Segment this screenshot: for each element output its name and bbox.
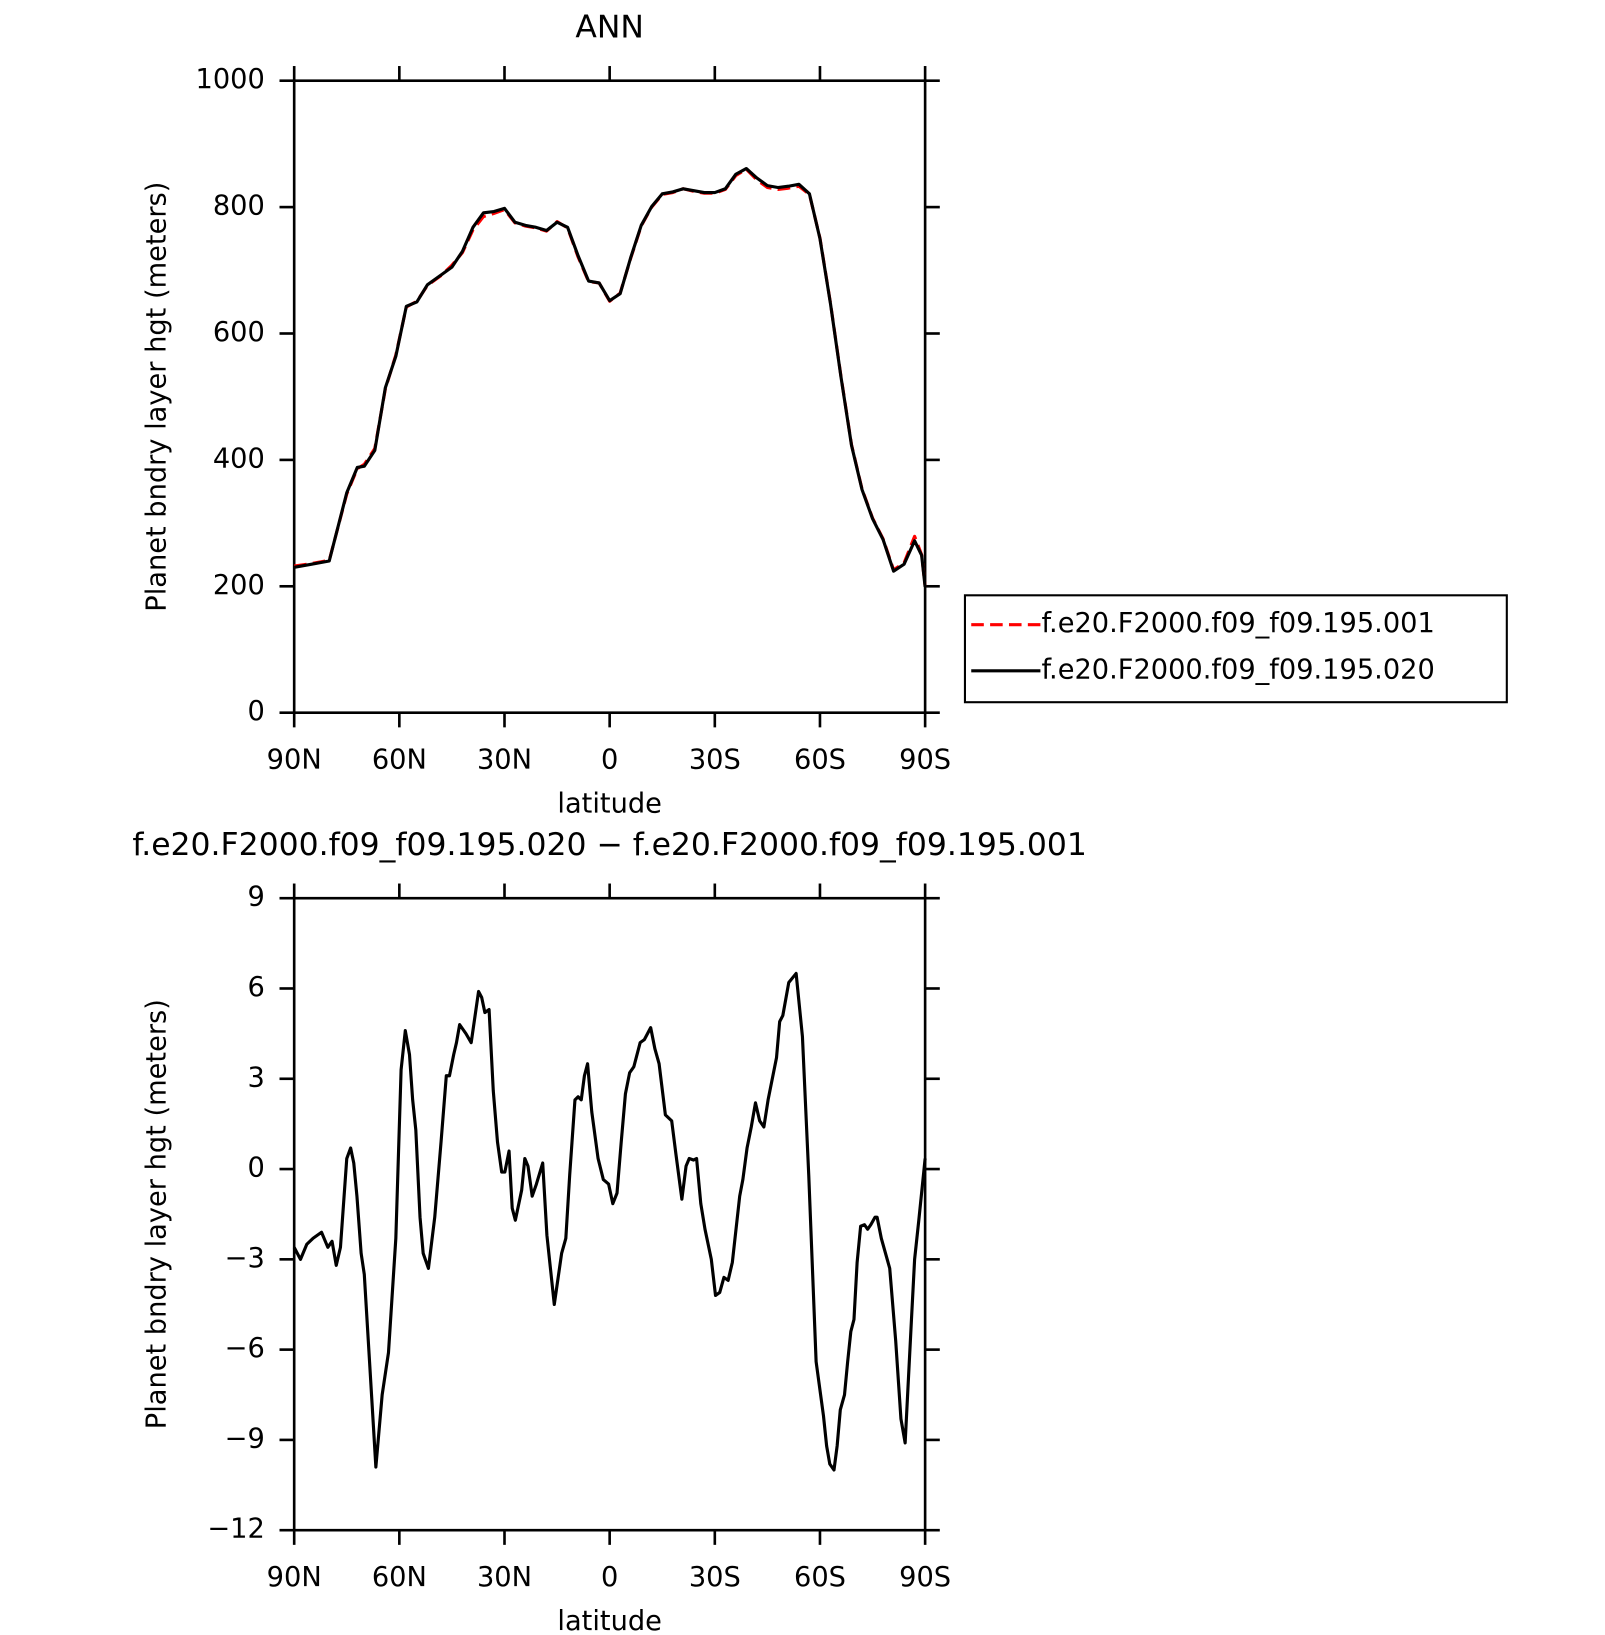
x-axis-label: latitude — [557, 788, 661, 819]
legend-label: f.e20.F2000.f09_f09.195.020 — [1041, 654, 1434, 685]
x-tick-label: 90S — [899, 1562, 951, 1593]
y-tick-label: 800 — [213, 191, 265, 222]
y-tick-label: 400 — [213, 443, 265, 474]
x-tick-label: 30N — [477, 744, 532, 775]
y-tick-label: 200 — [213, 570, 265, 601]
y-tick-label: −12 — [207, 1514, 264, 1545]
y-tick-label: 0 — [248, 1153, 265, 1184]
plot-frame — [292, 79, 927, 715]
x-tick-label: 30N — [477, 1562, 532, 1593]
y-axis-label: Planet bndry layer hgt (meters) — [141, 182, 172, 612]
y-tick-label: −9 — [225, 1423, 265, 1454]
x-tick-label: 90S — [899, 744, 951, 775]
x-tick-label: 30S — [689, 1562, 741, 1593]
y-tick-label: −6 — [225, 1333, 265, 1364]
x-axis-label: latitude — [557, 1606, 661, 1635]
x-tick-label: 0 — [601, 1562, 618, 1593]
chart-title: f.e20.F2000.f09_f09.195.020 − f.e20.F200… — [132, 827, 1086, 863]
x-tick-label: 60S — [794, 744, 846, 775]
x-tick-label: 60N — [372, 744, 427, 775]
x-tick-label: 60N — [372, 1562, 427, 1593]
x-tick-label: 90N — [267, 744, 322, 775]
y-tick-label: 9 — [248, 882, 265, 913]
y-axis-label: Planet bndry layer hgt (meters) — [141, 999, 172, 1429]
y-tick-label: 0 — [248, 696, 265, 727]
chart-title: ANN — [575, 9, 644, 45]
legend-box — [963, 594, 1508, 704]
y-tick-label: 600 — [213, 317, 265, 348]
y-tick-label: 6 — [248, 972, 265, 1003]
data-line — [293, 166, 927, 588]
plot-frame — [292, 896, 927, 1532]
y-tick-label: −3 — [225, 1243, 265, 1274]
data-line — [292, 971, 927, 1472]
y-tick-label: 1000 — [196, 64, 265, 95]
x-tick-label: 60S — [794, 1562, 846, 1593]
x-tick-label: 30S — [689, 744, 741, 775]
x-tick-label: 0 — [601, 744, 618, 775]
y-tick-label: 3 — [248, 1062, 265, 1093]
x-tick-label: 90N — [267, 1562, 322, 1593]
legend-label: f.e20.F2000.f09_f09.195.001 — [1041, 608, 1434, 639]
